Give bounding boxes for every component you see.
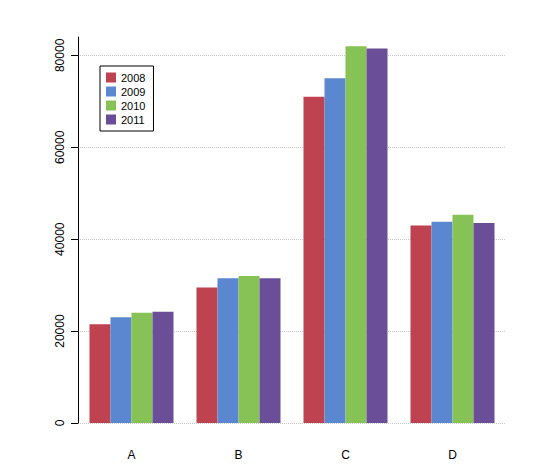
svg-text:40000: 40000 <box>53 222 67 256</box>
svg-text:C: C <box>341 448 350 462</box>
svg-text:D: D <box>448 448 457 462</box>
svg-text:B: B <box>234 448 242 462</box>
svg-text:2008: 2008 <box>121 72 145 84</box>
svg-text:0: 0 <box>53 419 67 426</box>
svg-text:2009: 2009 <box>121 86 145 98</box>
svg-text:2010: 2010 <box>121 100 145 112</box>
svg-text:2011: 2011 <box>121 114 145 126</box>
svg-text:80000: 80000 <box>53 38 67 72</box>
svg-text:20000: 20000 <box>53 314 67 348</box>
svg-text:A: A <box>127 448 135 462</box>
svg-text:60000: 60000 <box>53 130 67 164</box>
